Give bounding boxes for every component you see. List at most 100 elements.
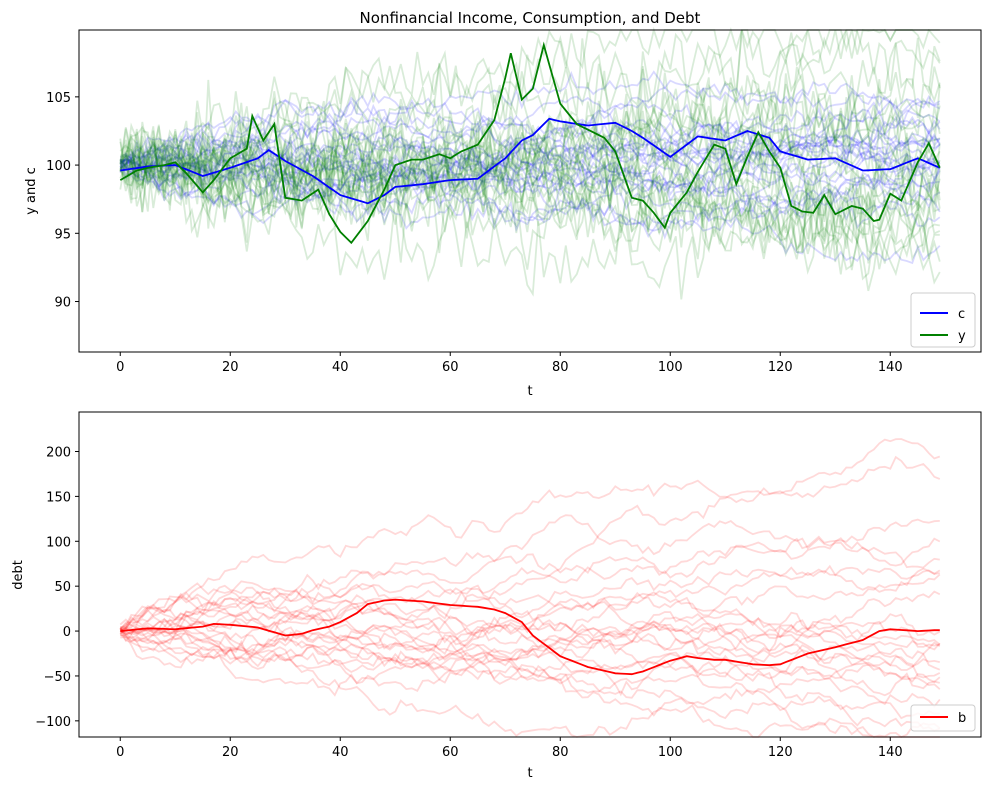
faint-path [119, 599, 940, 648]
x-tick-label: 140 [878, 360, 903, 375]
x-tick-label: 60 [442, 360, 459, 375]
x-axis-ticks-bottom: 0 20 40 60 80 100 120 140 [116, 737, 903, 760]
faint-path [119, 127, 941, 177]
faint-path [119, 118, 941, 226]
faint-path [119, 622, 941, 690]
x-tick-label: 120 [768, 745, 793, 760]
faint-path [120, 603, 941, 685]
faint-path [120, 156, 941, 265]
legend-label-c: c [958, 307, 965, 322]
faint-path [119, 624, 940, 738]
y-tick-label: −100 [35, 715, 71, 730]
faint-path [119, 88, 941, 215]
faint-path [119, 627, 940, 720]
x-tick-label: 40 [332, 745, 349, 760]
y-tick-label: 95 [54, 227, 71, 242]
faint-path [119, 128, 941, 193]
faint-paths-bottom [119, 438, 941, 739]
faint-path [119, 81, 941, 196]
x-tick-label: 20 [222, 360, 239, 375]
y-tick-label: 90 [54, 296, 71, 311]
faint-path [119, 573, 941, 656]
faint-path [119, 537, 940, 636]
x-tick-label: 40 [332, 360, 349, 375]
faint-path [119, 591, 941, 661]
faint-path [119, 131, 940, 292]
x-tick-label: 80 [552, 360, 569, 375]
y-tick-label: 0 [63, 625, 71, 640]
faint-path [119, 68, 941, 212]
faint-path [119, 135, 941, 191]
faint-path [120, 159, 941, 227]
faint-path [119, 95, 941, 169]
faint-path [120, 590, 941, 683]
x-tick-label: 0 [116, 360, 124, 375]
legend-label-y: y [958, 329, 966, 344]
faint-path [119, 135, 941, 188]
y-axis-ticks-top: 90 95 100 105 [46, 91, 79, 311]
x-tick-label: 80 [552, 745, 569, 760]
x-axis-ticks-top: 0 20 40 60 80 100 120 140 [116, 352, 903, 375]
legend-top: c y [910, 292, 976, 348]
faint-path [119, 76, 941, 224]
legend-bottom: b [910, 704, 976, 732]
chart-title: Nonfinancial Income, Consumption, and De… [360, 9, 701, 27]
faint-path [119, 118, 941, 275]
faint-path [119, 438, 941, 633]
faint-path [119, 100, 941, 174]
x-axis-label-bottom: t [527, 766, 532, 781]
faint-path [120, 119, 940, 175]
legend-box-top [910, 292, 976, 348]
x-tick-label: 140 [878, 745, 903, 760]
x-tick-label: 120 [768, 360, 793, 375]
faint-path [120, 514, 941, 634]
faint-path [120, 634, 941, 696]
faint-path [119, 122, 941, 254]
faint-path [119, 29, 941, 207]
faint-path [119, 151, 941, 220]
faint-path [119, 133, 941, 184]
faint-path [119, 154, 941, 230]
faint-path [119, 615, 941, 739]
y-tick-label: 100 [46, 535, 71, 550]
plot-frame-top [78, 29, 982, 353]
faint-path [119, 130, 941, 263]
faint-path [119, 66, 941, 212]
faint-path [119, 118, 941, 172]
y-tick-label: 200 [46, 446, 71, 461]
faint-path [119, 138, 941, 227]
faint-path [120, 140, 941, 270]
series-line-y [119, 41, 941, 245]
y-tick-label: 150 [46, 490, 71, 505]
faint-path [119, 584, 941, 639]
x-tick-label: 100 [658, 360, 683, 375]
y-axis-label-bottom: debt [11, 560, 26, 590]
x-tick-label: 0 [116, 745, 124, 760]
faint-path [120, 616, 941, 660]
faint-path [119, 569, 941, 637]
faint-path [119, 613, 941, 669]
y-tick-label: 100 [46, 159, 71, 174]
faint-path [119, 157, 941, 216]
y-tick-label: 50 [54, 580, 71, 595]
series-bottom [120, 598, 940, 676]
faint-path [120, 626, 941, 697]
y-axis-ticks-bottom: −100 −50 0 50 100 150 200 [35, 446, 79, 730]
faint-path [119, 102, 941, 236]
faint-path [119, 135, 941, 248]
faint-path [119, 153, 941, 215]
faint-path [119, 518, 940, 636]
faint-path [119, 582, 941, 708]
faint-path [120, 625, 941, 738]
faint-path [119, 155, 941, 233]
faint-path [119, 66, 941, 223]
faint-path [119, 128, 941, 300]
x-axis-label-top: t [527, 384, 532, 399]
subplot-consumption-income: Nonfinancial Income, Consumption, and De… [24, 9, 982, 399]
x-tick-label: 20 [222, 745, 239, 760]
faint-path [119, 622, 940, 681]
faint-path [120, 116, 941, 190]
faint-path [119, 131, 940, 258]
